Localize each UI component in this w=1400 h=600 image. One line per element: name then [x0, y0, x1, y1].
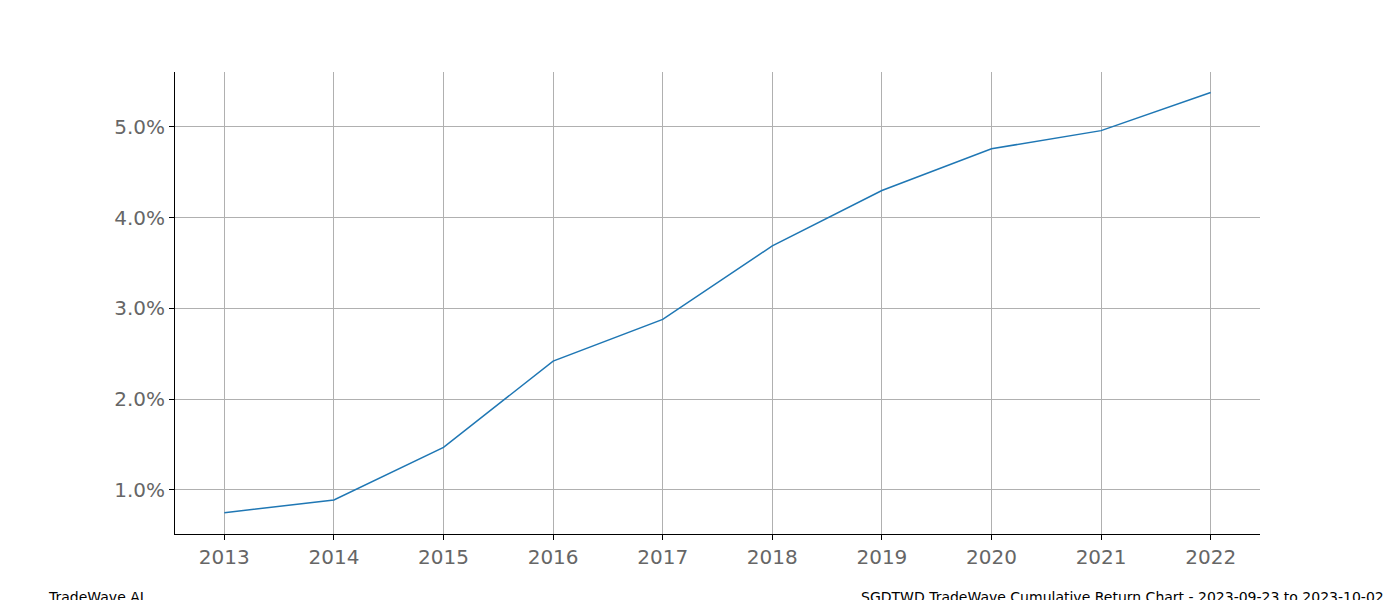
svg-text:SGDTWD TradeWave Cumulative Re: SGDTWD TradeWave Cumulative Return Chart… — [861, 589, 1384, 600]
svg-text:2014: 2014 — [308, 545, 359, 569]
svg-text:1.0%: 1.0% — [114, 478, 165, 502]
svg-text:2.0%: 2.0% — [114, 387, 165, 411]
svg-text:5.0%: 5.0% — [114, 115, 165, 139]
svg-text:3.0%: 3.0% — [114, 296, 165, 320]
svg-text:TradeWave.AI: TradeWave.AI — [48, 589, 144, 600]
svg-text:2013: 2013 — [199, 545, 250, 569]
svg-text:2019: 2019 — [856, 545, 907, 569]
svg-text:2015: 2015 — [418, 545, 469, 569]
svg-text:2020: 2020 — [966, 545, 1017, 569]
svg-text:2016: 2016 — [528, 545, 579, 569]
svg-text:2017: 2017 — [637, 545, 688, 569]
svg-text:2018: 2018 — [747, 545, 798, 569]
svg-text:4.0%: 4.0% — [114, 206, 165, 230]
svg-text:2021: 2021 — [1076, 545, 1127, 569]
svg-text:2022: 2022 — [1185, 545, 1236, 569]
